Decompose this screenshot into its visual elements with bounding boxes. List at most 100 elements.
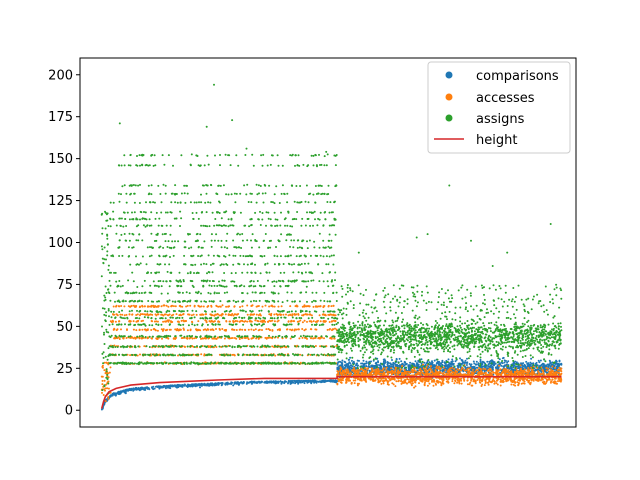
- assigns-point: [376, 336, 379, 339]
- assigns-point: [348, 335, 351, 338]
- assigns-point: [508, 298, 511, 301]
- assigns-point: [403, 336, 405, 339]
- assigns-point: [350, 349, 353, 352]
- assigns-point: [410, 327, 413, 330]
- assigns-point: [438, 333, 441, 336]
- assigns-point: [363, 351, 366, 354]
- assigns-point: [543, 328, 546, 331]
- assigns-point: [474, 334, 477, 336]
- comparisons-point: [459, 357, 461, 360]
- assigns-point: [395, 324, 398, 327]
- assigns-point: [424, 336, 427, 339]
- assigns-point: [365, 342, 368, 345]
- accesses-point: [503, 368, 506, 371]
- assigns-point: [515, 363, 518, 366]
- accesses-point: [482, 367, 485, 370]
- comparisons-point: [370, 360, 372, 363]
- assigns-point: [339, 335, 342, 338]
- accesses-point: [470, 379, 473, 382]
- assigns-point: [474, 322, 477, 325]
- assigns-point: [504, 284, 507, 287]
- assigns-point: [553, 332, 556, 335]
- assigns-point: [525, 348, 528, 350]
- comparisons-point: [336, 363, 339, 366]
- assigns-point: [410, 286, 413, 289]
- assigns-point: [546, 336, 549, 339]
- assigns-point: [443, 340, 445, 343]
- assigns-point: [370, 351, 372, 354]
- assigns-point: [492, 284, 495, 287]
- accesses-point: [496, 383, 499, 386]
- assigns-point: [514, 323, 517, 326]
- assigns-point: [438, 291, 441, 294]
- assigns-point: [381, 342, 384, 345]
- assigns-point: [487, 311, 489, 314]
- assigns-point: [369, 329, 372, 332]
- assigns-point: [341, 317, 344, 320]
- assigns-point: [371, 311, 374, 314]
- assigns-point: [409, 331, 412, 334]
- assigns-point: [464, 296, 467, 299]
- accesses-point: [353, 382, 356, 385]
- assigns-point: [544, 343, 547, 345]
- accesses-point: [397, 372, 400, 375]
- assigns-point: [392, 297, 394, 300]
- accesses-point: [459, 378, 462, 381]
- comparisons-point: [512, 361, 515, 364]
- assigns-point: [517, 363, 520, 366]
- comparisons-point: [362, 363, 365, 366]
- accesses-point: [521, 378, 524, 381]
- accesses-point: [393, 370, 396, 373]
- assigns-point: [472, 340, 475, 342]
- assigns-point: [381, 363, 383, 365]
- comparisons-point: [532, 362, 535, 365]
- assigns-point: [345, 357, 348, 360]
- assigns-point: [436, 322, 439, 324]
- assigns-point: [459, 306, 462, 309]
- assigns-point: [412, 334, 415, 337]
- assigns-point: [345, 293, 347, 296]
- assigns-point: [348, 323, 351, 326]
- assigns-point: [551, 328, 553, 331]
- comparisons-point: [336, 367, 339, 370]
- assigns-point: [384, 328, 387, 331]
- assigns-point: [372, 332, 375, 335]
- accesses-point: [541, 378, 544, 381]
- assigns-point: [489, 340, 492, 343]
- assigns-point: [414, 299, 417, 302]
- accesses-point: [493, 380, 496, 383]
- assigns-point: [363, 335, 366, 338]
- accesses-point: [382, 367, 385, 370]
- assigns-point: [546, 343, 549, 346]
- assigns-point: [513, 341, 516, 344]
- assigns-point: [405, 357, 408, 360]
- comparisons-point: [488, 360, 491, 363]
- assigns-point: [475, 304, 478, 307]
- accesses-point: [535, 379, 538, 382]
- accesses-point: [390, 367, 393, 370]
- comparisons-point: [427, 365, 430, 368]
- accesses-point: [529, 383, 532, 386]
- assigns-point: [489, 330, 492, 333]
- assigns-point: [517, 332, 520, 335]
- assigns-point: [463, 327, 466, 330]
- accesses-point: [507, 369, 510, 372]
- comparisons-point: [525, 367, 528, 370]
- assigns-point: [537, 346, 540, 349]
- accesses-point: [526, 369, 529, 372]
- assigns-point: [512, 287, 515, 289]
- assigns-point: [398, 338, 401, 341]
- assigns-point: [506, 305, 509, 307]
- assigns-point: [447, 327, 450, 330]
- assigns-point: [471, 340, 473, 343]
- accesses-point: [386, 380, 389, 382]
- assigns-point: [431, 332, 434, 335]
- assigns-point: [419, 329, 422, 332]
- assigns-point: [410, 330, 413, 332]
- assigns-point: [525, 298, 528, 301]
- assigns-point: [382, 289, 385, 292]
- assigns-point: [487, 337, 490, 339]
- assigns-point: [372, 336, 374, 339]
- assigns-point: [464, 341, 467, 344]
- assigns-point: [363, 344, 366, 347]
